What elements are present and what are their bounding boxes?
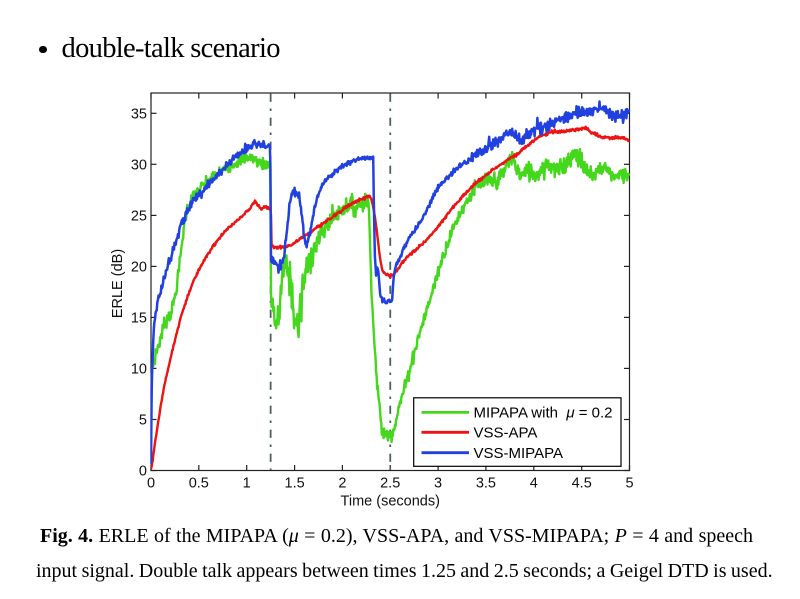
svg-text:VSS-APA: VSS-APA bbox=[474, 425, 538, 442]
svg-text:25: 25 bbox=[131, 209, 147, 225]
svg-text:20: 20 bbox=[131, 260, 147, 276]
svg-text:MIPAPA with μ = 0.2: MIPAPA with μ = 0.2 bbox=[474, 405, 613, 422]
svg-text:ERLE (dB): ERLE (dB) bbox=[110, 249, 126, 318]
svg-text:1: 1 bbox=[243, 476, 251, 492]
svg-text:5: 5 bbox=[139, 413, 147, 429]
svg-text:1.5: 1.5 bbox=[285, 476, 305, 492]
svg-text:2: 2 bbox=[338, 476, 346, 492]
svg-text:4: 4 bbox=[530, 476, 538, 492]
svg-text:35: 35 bbox=[131, 107, 147, 123]
svg-text:5: 5 bbox=[625, 476, 633, 492]
svg-text:30: 30 bbox=[131, 158, 147, 174]
svg-text:10: 10 bbox=[131, 362, 147, 378]
svg-text:0: 0 bbox=[147, 476, 155, 492]
svg-text:VSS-MIPAPA: VSS-MIPAPA bbox=[474, 445, 563, 462]
svg-text:3.5: 3.5 bbox=[476, 476, 496, 492]
svg-text:3: 3 bbox=[434, 476, 442, 492]
svg-text:Time (seconds): Time (seconds) bbox=[341, 494, 440, 510]
svg-text:15: 15 bbox=[131, 311, 147, 327]
svg-text:0: 0 bbox=[139, 464, 147, 480]
svg-text:0.5: 0.5 bbox=[189, 476, 209, 492]
svg-text:4.5: 4.5 bbox=[572, 476, 592, 492]
svg-text:2.5: 2.5 bbox=[380, 476, 400, 492]
